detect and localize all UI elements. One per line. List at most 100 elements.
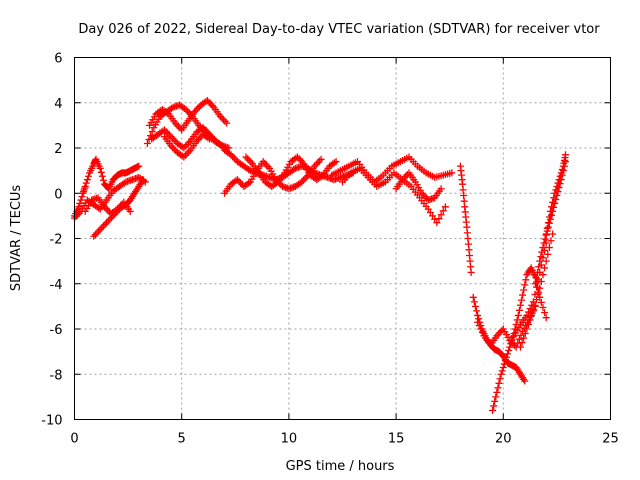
data-point-interp [181,142,189,150]
data-point-interp [437,211,445,219]
data-point-interp [218,114,226,122]
y-axis-label: SDTVAR / TECUs [9,185,24,292]
data-point-interp [204,134,212,142]
data-point-interp [543,224,551,232]
data-point-interp [170,145,178,153]
data-point-interp [500,360,508,368]
x-tick-label: 5 [178,432,186,447]
data-point-interp [508,336,516,344]
plot-frame [74,57,611,420]
data-point-interp [478,328,486,336]
data-point-interp [499,363,507,371]
data-point [506,343,514,351]
data-point-interp [521,330,529,338]
data-point-interp [220,116,228,124]
data-point [103,219,111,227]
x-tick-label: 15 [388,432,405,447]
y-tick-labels: -10 -8 -6 -4 -2 0 2 4 6 [41,52,62,429]
data-point-interp [557,169,565,177]
data-point [531,280,539,288]
data-point [561,151,569,159]
chart-title: Day 026 of 2022, Sidereal Day-to-day VTE… [78,22,600,37]
data-point [139,176,147,184]
data-point-interp [494,330,502,338]
data-point-interp [194,104,202,112]
data-point-interp [495,379,503,387]
data-point-interp [544,250,552,258]
data-point-interp [165,131,173,139]
data-point-interp [205,98,213,106]
data-point-interp [435,215,443,223]
data-point-interp [185,148,193,156]
data-point-interp [547,237,555,245]
data-point [75,203,83,211]
data-points [71,96,569,414]
data-point [555,176,563,184]
data-point-interp [475,322,483,330]
data-point-interp [507,340,515,348]
data-point-interp [148,128,156,136]
data-point [501,357,509,365]
data-point-interp [554,179,562,187]
data-point-interp [505,346,513,354]
data-point [96,164,104,172]
data-point-interp [82,179,90,187]
data-point-interp [77,196,85,204]
data-point-interp [295,155,303,163]
data-point-interp [544,219,552,227]
data-point [489,406,497,414]
grid-lines [74,57,611,420]
data-point-interp [221,117,229,125]
data-point-interp [91,231,99,239]
data-point-interp [552,186,560,194]
data-point [433,219,441,227]
data-point-interp [244,155,252,163]
data-point-interp [76,199,84,207]
data-point-interp [301,175,309,183]
data-point [317,155,325,163]
data-point-interp [537,298,545,306]
data-point-interp [545,244,553,252]
data-point-interp [496,375,504,383]
data-point-interp [533,283,541,291]
data-point-interp [556,172,564,180]
data-point-interp [550,194,558,202]
data-point [135,162,143,170]
data-point [474,318,482,326]
y-tick-label: -10 [41,414,62,429]
data-point-interp [541,235,549,243]
data-point [536,284,544,292]
data-point-interp [162,128,170,136]
data-point [529,307,537,315]
data-point-interp [541,309,549,317]
data-point-interp [539,271,547,279]
data-point-interp [509,333,517,341]
data-point-interp [526,316,534,324]
data-point-interp [498,367,506,375]
data-point-interp [402,172,410,180]
data-point-interp [521,281,529,289]
data-point-interp [98,224,106,232]
data-point-interp [169,143,177,151]
data-point [467,268,475,276]
data-point-interp [315,157,323,165]
data-point-interp [93,229,101,237]
data-point-interp [531,301,539,309]
x-tick-label: 20 [495,432,512,447]
x-tick-labels: 0 5 10 15 20 25 [70,432,618,447]
data-point-interp [537,253,545,261]
data-point [519,291,527,299]
data-point-interp [538,248,546,256]
data-point-interp [78,193,86,201]
data-point-interp [262,161,270,169]
data-point [126,207,134,215]
data-point-interp [513,316,521,324]
data-point-interp [97,168,105,176]
data-point-interp [312,160,320,168]
data-point-interp [537,277,545,285]
data-point [96,225,104,233]
y-tick-label: 6 [54,52,62,67]
data-point [542,230,550,238]
data-point-interp [95,204,103,212]
